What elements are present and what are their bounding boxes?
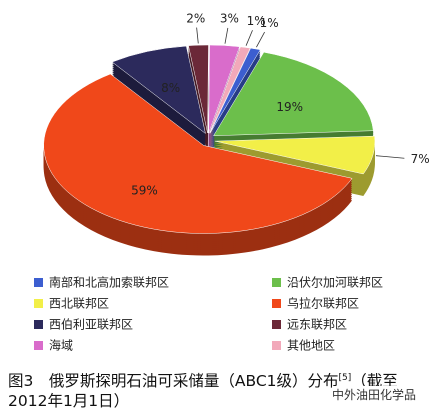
slice-side bbox=[209, 54, 261, 140]
data-label: 1% bbox=[260, 16, 279, 30]
data-label: 19% bbox=[276, 100, 303, 114]
legend-swatch bbox=[34, 341, 43, 350]
legend-swatch bbox=[34, 299, 43, 308]
legend-swatch bbox=[272, 341, 281, 350]
legend-swatch bbox=[34, 320, 43, 329]
slice-side bbox=[209, 50, 261, 136]
slice bbox=[209, 47, 261, 134]
figure-number: 图3 bbox=[8, 372, 34, 391]
leader-line bbox=[375, 155, 405, 159]
data-label: 1% bbox=[247, 14, 266, 28]
legend-swatch bbox=[34, 278, 43, 287]
data-label: 2% bbox=[186, 11, 205, 25]
slice bbox=[209, 46, 251, 134]
legend-swatch bbox=[272, 278, 281, 287]
watermark: 中外油田化学品 bbox=[332, 386, 417, 403]
data-label: 8% bbox=[161, 81, 180, 95]
leader-line bbox=[245, 30, 253, 46]
caption-ref: [5] bbox=[338, 373, 352, 383]
legend-swatch bbox=[272, 320, 281, 329]
caption-text: 俄罗斯探明石油可采储量（ABC1级）分布 bbox=[48, 372, 339, 391]
leader-line bbox=[224, 27, 229, 44]
leader-line bbox=[196, 27, 199, 44]
slice bbox=[188, 44, 209, 134]
legend-label: 海域 bbox=[49, 338, 73, 353]
slice bbox=[214, 135, 376, 175]
slice bbox=[43, 73, 353, 234]
legend-label: 其他地区 bbox=[287, 339, 335, 353]
slice bbox=[213, 51, 374, 137]
caption-date: （截至2012年1月1日） bbox=[8, 372, 398, 411]
data-label: 59% bbox=[131, 184, 158, 198]
caption: 图3 俄罗斯探明石油可采储量（ABC1级）分布[5]（截至2012年1月1日） bbox=[8, 368, 433, 411]
legend-label: 西伯利亚联邦区 bbox=[49, 317, 133, 332]
legend-label: 远东联邦区 bbox=[287, 318, 347, 332]
legend-label: 西北联邦区 bbox=[49, 297, 109, 311]
slice bbox=[111, 45, 206, 135]
legend-label: 南部和北高加索联邦区 bbox=[49, 275, 169, 290]
legend-label: 沿伏尔加河联邦区 bbox=[287, 275, 383, 290]
legend-swatch bbox=[272, 299, 281, 308]
legend-label: 乌拉尔联邦区 bbox=[287, 296, 359, 311]
leader-line bbox=[256, 31, 265, 48]
slice-side bbox=[209, 56, 261, 142]
slice bbox=[208, 44, 240, 134]
data-label: 7% bbox=[411, 152, 430, 166]
data-label: 3% bbox=[220, 12, 239, 26]
slice-side bbox=[209, 52, 261, 138]
